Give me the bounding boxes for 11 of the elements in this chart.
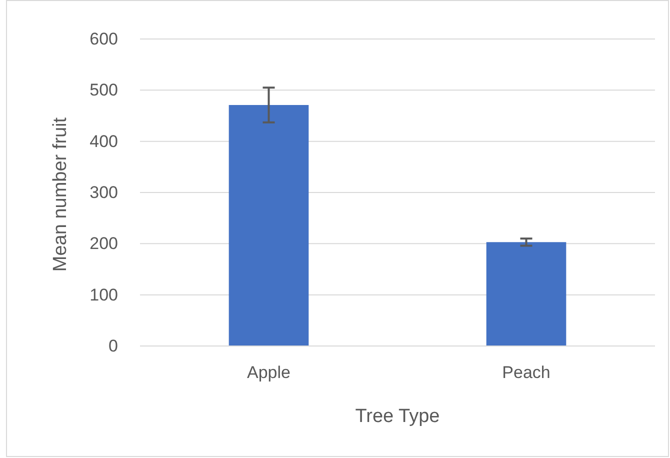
y-axis-title: Mean number fruit [50,116,71,272]
y-tick-label: 200 [90,234,118,254]
y-tick-label: 600 [90,29,118,48]
y-tick-label: 100 [90,285,118,304]
y-tick-label: 0 [108,336,118,356]
y-tick-label: 500 [90,80,118,100]
y-tick-label: 300 [90,182,118,202]
x-tick-label: Peach [502,363,550,382]
x-tick-label: Apple [247,363,290,382]
x-axis-title: Tree Type [355,406,440,427]
y-tick-label: 400 [90,132,118,151]
